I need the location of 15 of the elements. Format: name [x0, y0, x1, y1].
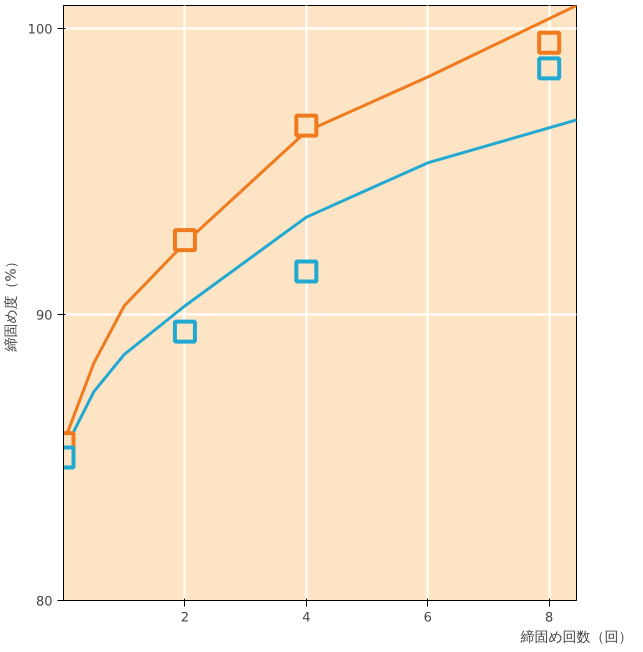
x-tick-label: 2	[180, 610, 190, 626]
point	[537, 30, 562, 55]
x-tick-label: 4	[302, 610, 310, 626]
x-tick-label: 6	[424, 610, 432, 626]
y-tick-label: 100	[28, 22, 53, 38]
point	[172, 320, 197, 344]
y-axis-title: 締固め度（%）	[4, 254, 20, 353]
y-tick-label: 80	[36, 594, 53, 610]
x-tick-label: 8	[545, 610, 554, 626]
point	[172, 228, 197, 252]
point	[294, 260, 318, 284]
point	[294, 114, 318, 138]
point	[537, 56, 562, 80]
y-tick-label: 90	[36, 308, 53, 324]
x-axis-title: 締固め回数（回）	[520, 630, 632, 646]
